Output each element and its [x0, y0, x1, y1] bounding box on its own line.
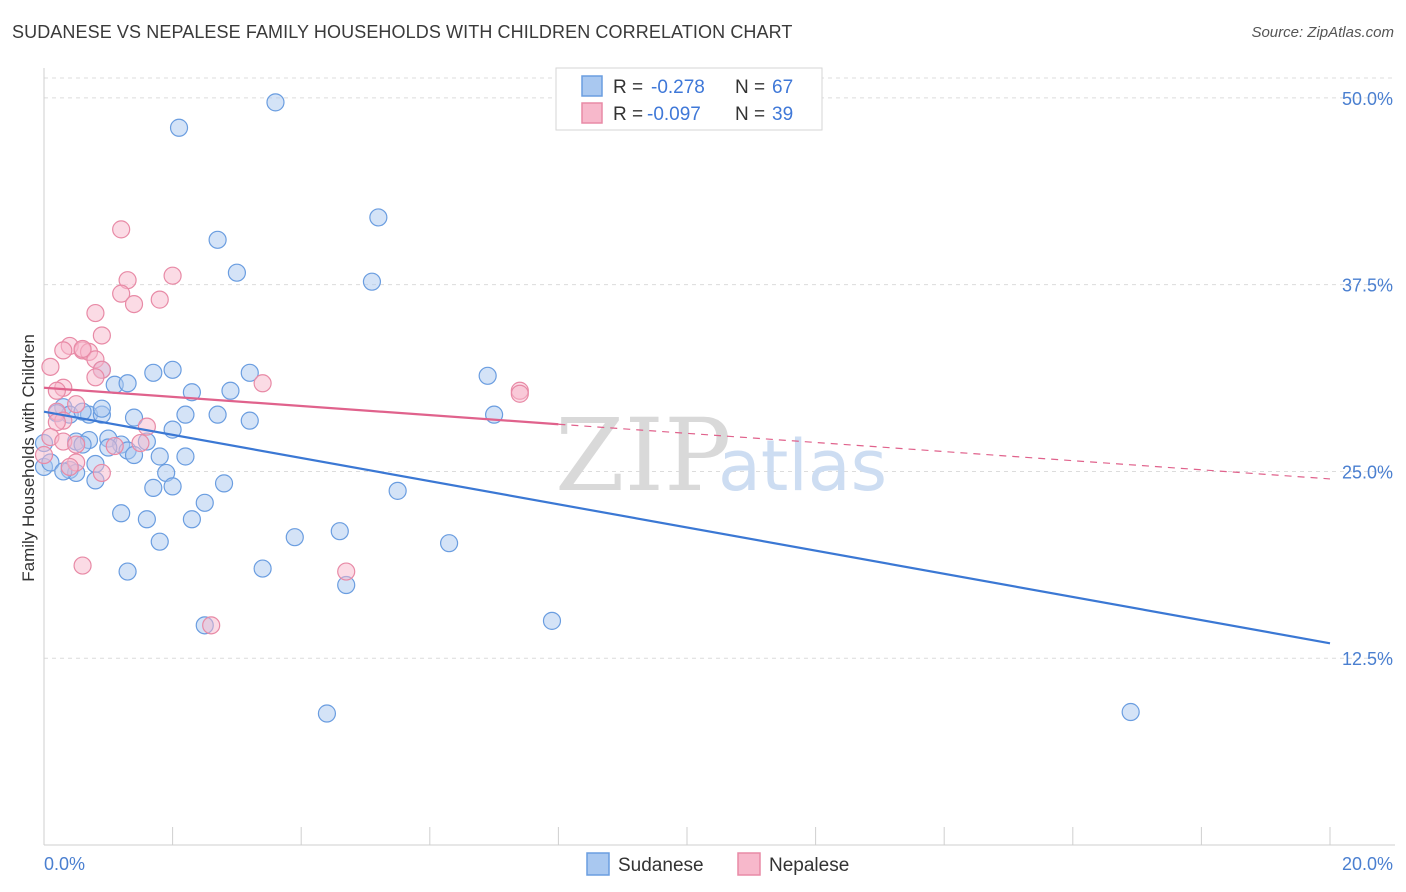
legend-sudanese-n-label: N = — [735, 77, 765, 98]
stats-legend: R = -0.278 N = 67 R = -0.097 N = 39 — [555, 67, 823, 131]
y-tick-label: 25.0% — [1342, 462, 1393, 482]
watermark-atlas: atlas — [718, 425, 887, 507]
nepalese-point — [86, 303, 105, 323]
nepalese-point — [92, 326, 111, 345]
x-tick-label: 20.0% — [1342, 854, 1393, 874]
nepalese-point — [86, 368, 105, 387]
nepalese-point — [34, 445, 54, 465]
nepalese-point — [137, 417, 156, 436]
sudanese-point — [137, 510, 156, 529]
nepalese-point — [163, 266, 182, 285]
sudanese-point — [388, 481, 407, 500]
sudanese-point — [195, 493, 214, 512]
sudanese-point — [150, 447, 169, 466]
legend-nepalese-n-label: N = — [735, 104, 765, 125]
sudanese-point — [169, 118, 189, 137]
sudanese-point — [214, 474, 234, 493]
nepalese-point — [131, 433, 150, 453]
sudanese-point — [118, 374, 137, 393]
sudanese-point — [478, 366, 497, 385]
legend-nepalese-r-value: -0.097 — [647, 104, 701, 125]
sudanese-point — [144, 478, 163, 497]
bottom-legend-swatch-sudanese — [586, 852, 610, 876]
legend-sudanese-n-value: 67 — [772, 77, 793, 98]
bottom-legend-swatch-nepalese — [737, 852, 761, 876]
sudanese-point — [240, 363, 259, 382]
y-tick-label: 37.5% — [1342, 276, 1393, 296]
nepalese-point — [337, 562, 356, 581]
nepalese-point — [510, 384, 529, 403]
sudanese-point — [362, 272, 382, 291]
bottom-legend-nepalese: Nepalese — [769, 855, 849, 876]
trend-line-sudanese — [43, 410, 1331, 645]
nepalese-point — [54, 341, 73, 360]
trend-layer — [43, 386, 1331, 645]
legend-sudanese-r-value: -0.278 — [651, 77, 705, 98]
sudanese-point — [112, 504, 131, 523]
watermark: ZIP atlas — [555, 397, 887, 514]
sudanese-point — [330, 522, 349, 541]
sudanese-point — [144, 363, 163, 382]
sudanese-point — [182, 383, 201, 402]
nepalese-point — [73, 556, 92, 575]
nepalese-point — [73, 339, 92, 359]
sudanese-point — [150, 532, 169, 551]
nepalese-point — [124, 294, 144, 314]
nepalese-point — [112, 284, 131, 303]
chart-title: SUDANESE VS NEPALESE FAMILY HOUSEHOLDS W… — [12, 22, 793, 42]
sudanese-point — [227, 263, 246, 282]
bottom-legend-sudanese: Sudanese — [618, 855, 704, 876]
sudanese-point — [221, 381, 240, 400]
y-axis-label: Family Households with Children — [19, 334, 38, 582]
legend-nepalese-n-value: 39 — [772, 104, 793, 125]
series-nepalese-points — [34, 220, 529, 635]
sudanese-point — [253, 559, 272, 578]
sudanese-point — [92, 399, 111, 418]
nepalese-point — [112, 220, 131, 239]
sudanese-point — [266, 93, 285, 112]
axis-layer: 12.5% 25.0% 37.5% 50.0% 0.0% 20.0% — [43, 68, 1395, 874]
y-tick-label: 50.0% — [1342, 89, 1393, 109]
sudanese-point — [163, 477, 182, 496]
trend-line-nepalese — [43, 386, 559, 426]
y-tick-label: 12.5% — [1342, 649, 1393, 669]
nepalese-point — [105, 436, 124, 456]
sudanese-point — [1121, 702, 1140, 722]
nepalese-point — [67, 435, 86, 454]
legend-nepalese-r-label: R = — [613, 104, 643, 125]
nepalese-point — [253, 374, 272, 393]
watermark-zip: ZIP — [555, 397, 731, 514]
nepalese-point — [41, 357, 60, 376]
nepalese-point — [67, 395, 86, 414]
sudanese-point — [163, 360, 182, 379]
legend-swatch-sudanese — [581, 75, 603, 97]
legend-swatch-nepalese — [581, 102, 603, 124]
sudanese-point — [176, 405, 195, 424]
source-label: Source: ZipAtlas.com — [1251, 24, 1394, 41]
sudanese-point — [176, 447, 195, 466]
sudanese-point — [317, 704, 337, 723]
sudanese-point — [208, 405, 227, 424]
legend-sudanese-r-label: R = — [613, 77, 643, 98]
sudanese-point — [285, 528, 304, 547]
nepalese-point — [150, 290, 169, 309]
nepalese-point — [92, 463, 111, 483]
sudanese-point — [208, 230, 227, 249]
bottom-legend: Sudanese Nepalese — [586, 852, 849, 876]
sudanese-point — [542, 611, 562, 630]
nepalese-point — [202, 616, 221, 635]
sudanese-point — [439, 534, 459, 553]
sudanese-point — [369, 208, 388, 227]
sudanese-point — [240, 411, 259, 430]
nepalese-point — [60, 457, 79, 477]
sudanese-point — [182, 510, 201, 529]
sudanese-point — [118, 562, 137, 581]
nepalese-point — [47, 381, 66, 400]
x-tick-label: 0.0% — [44, 854, 85, 874]
sudanese-point — [124, 408, 144, 427]
